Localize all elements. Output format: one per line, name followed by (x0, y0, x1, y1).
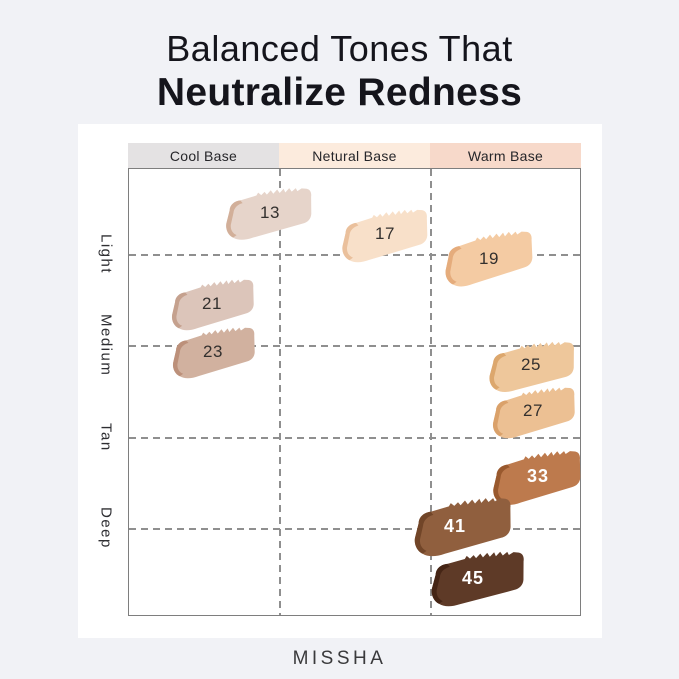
row-label-medium: Medium (97, 313, 115, 377)
title-line-1: Balanced Tones That (166, 28, 513, 69)
column-headers: Cool Base Netural Base Warm Base (128, 143, 581, 168)
row-label-deep: Deep (97, 507, 115, 549)
dashed-row-line-medium (129, 345, 580, 347)
row-label-tan: Tan (97, 422, 115, 452)
column-header-label: Warm Base (467, 147, 544, 164)
brand-logo: MISSHA (292, 648, 387, 669)
row-label-light: Light (97, 233, 115, 275)
shade-grid (128, 168, 581, 616)
column-header-label: Cool Base (169, 147, 238, 164)
column-header-warm-base: Warm Base (430, 143, 581, 168)
title-block: Balanced Tones That Neutralize Redness (0, 27, 679, 115)
dashed-column-divider (279, 169, 281, 615)
column-header-netural-base: Netural Base (279, 143, 430, 168)
dashed-row-line-deep (129, 528, 580, 530)
dashed-row-line-light (129, 254, 580, 256)
shade-chart-card: Cool Base Netural Base Warm Base Light M… (78, 124, 602, 638)
column-header-label: Netural Base (312, 147, 397, 164)
title-line-2: Neutralize Redness (156, 71, 523, 114)
dashed-row-line-tan (129, 437, 580, 439)
dashed-column-divider (430, 169, 432, 615)
column-header-cool-base: Cool Base (128, 143, 279, 168)
